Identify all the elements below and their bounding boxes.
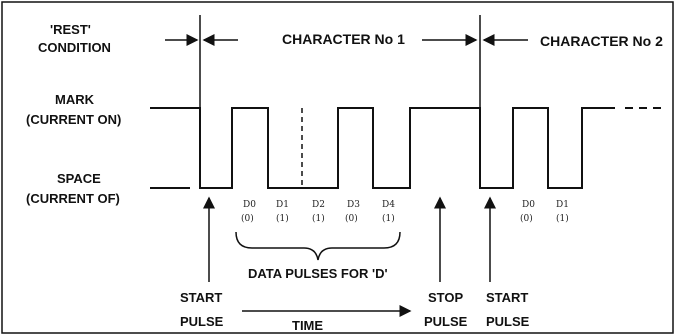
bit-name: D0 — [522, 200, 535, 210]
bit-value: (1) — [276, 213, 289, 224]
rest-label-line2: CONDITION — [38, 40, 111, 55]
bit-name: D1 — [556, 200, 569, 210]
bit-name: D2 — [312, 200, 325, 210]
character-1-label: CHARACTER No 1 — [282, 31, 405, 47]
time-label: TIME — [292, 318, 323, 333]
character-2-label: CHARACTER No 2 — [540, 33, 663, 49]
bit-name: D1 — [276, 200, 289, 210]
rest-label: 'REST' — [50, 22, 91, 37]
mark-label: MARK — [55, 92, 95, 107]
bit-name: D4 — [382, 200, 395, 210]
data-pulses-brace — [235, 231, 401, 261]
stop-pulse-label-line2: PULSE — [424, 314, 468, 329]
data-pulses-label: DATA PULSES FOR 'D' — [248, 266, 388, 281]
space-sub-label: (CURRENT OF) — [26, 191, 120, 206]
stop-pulse-label: STOP — [428, 290, 463, 305]
bit-value: (1) — [382, 213, 395, 224]
waveform-trace — [150, 107, 615, 189]
space-label: SPACE — [57, 171, 101, 186]
start-pulse-2-label: START — [486, 290, 528, 305]
start-pulse-label-line2: PULSE — [180, 314, 224, 329]
bit-name: D0 — [243, 200, 256, 210]
bit-name: D3 — [347, 200, 360, 210]
bit-value: (0) — [345, 213, 358, 224]
bit-value: (1) — [556, 213, 569, 224]
mark-sub-label: (CURRENT ON) — [26, 112, 121, 127]
start-pulse-2-label-line2: PULSE — [486, 314, 530, 329]
start-pulse-label: START — [180, 290, 222, 305]
bit-value: (1) — [312, 213, 325, 224]
bit-value: (0) — [520, 213, 533, 224]
bit-value: (0) — [241, 213, 254, 224]
